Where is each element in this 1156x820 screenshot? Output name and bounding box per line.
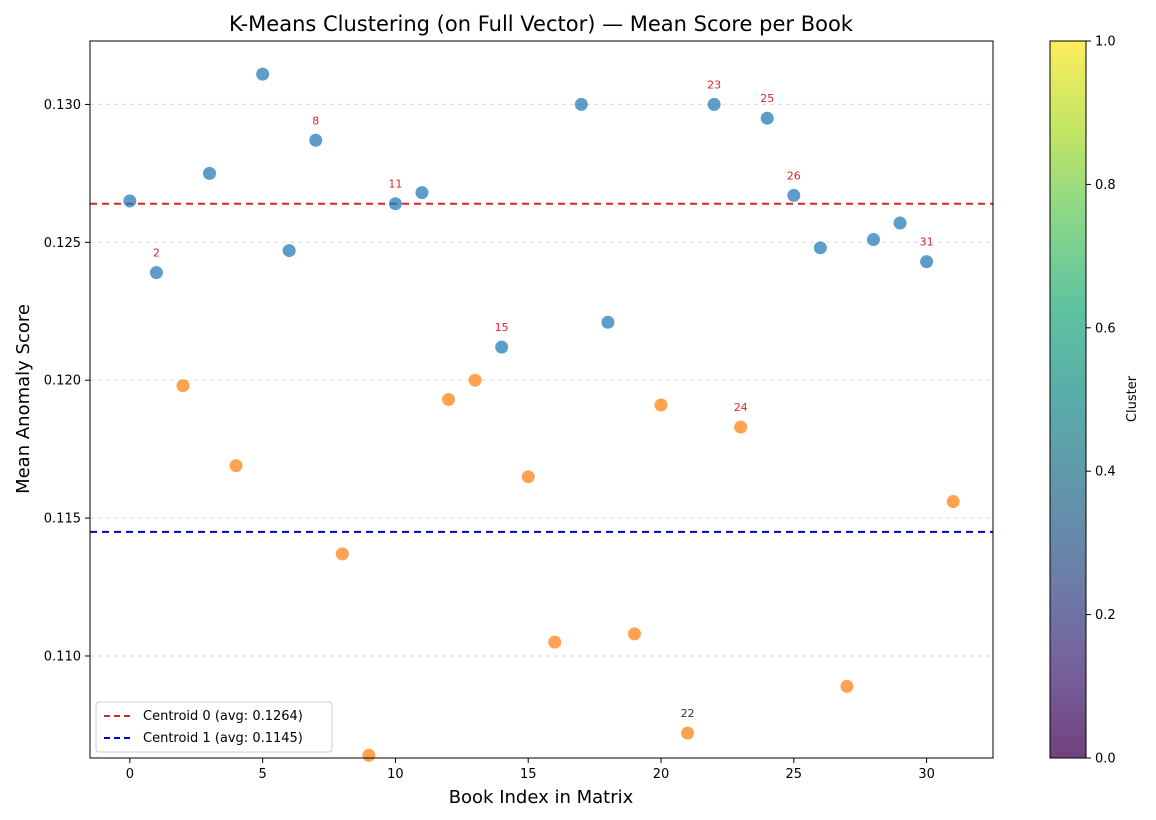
x-tick-label: 25	[786, 767, 803, 782]
chart-title: K-Means Clustering (on Full Vector) — Me…	[229, 12, 854, 36]
centroid-lines	[90, 202, 993, 533]
x-axis-ticks: 0 5 10 15 20 25 30	[126, 758, 935, 782]
point-cluster-1	[654, 398, 668, 412]
y-tick-label: 0.130	[44, 98, 81, 113]
colorbar-tick-label: 0.8	[1095, 178, 1116, 193]
point-cluster-1	[946, 495, 960, 509]
x-tick-label: 30	[918, 767, 935, 782]
point-annotation: 26	[787, 169, 801, 182]
y-axis-ticks: 0.110 0.115 0.120 0.125 0.130	[44, 98, 90, 664]
point-cluster-1	[627, 627, 641, 641]
point-cluster-0	[388, 197, 402, 211]
point-cluster-1	[442, 393, 456, 406]
point-cluster-0	[309, 133, 323, 147]
point-cluster-0	[123, 194, 137, 208]
point-annotation: 31	[920, 236, 934, 249]
point-annotation: 8	[312, 114, 319, 127]
point-annotation: 11	[388, 178, 402, 191]
point-cluster-1	[362, 748, 376, 762]
x-tick-label: 20	[653, 767, 670, 782]
colorbar: 0.0 0.2 0.4 0.6 0.8 1.0 Cluster	[1049, 35, 1140, 767]
point-cluster-1	[468, 373, 482, 387]
x-tick-label: 5	[258, 767, 266, 782]
grid-lines	[90, 103, 993, 657]
point-cluster-0	[282, 244, 296, 258]
point-cluster-0	[760, 111, 774, 125]
point-annotation: 15	[495, 321, 509, 334]
point-cluster-1	[681, 726, 695, 740]
plot-area-frame	[89, 40, 994, 759]
colorbar-tick-label: 0.0	[1095, 752, 1116, 767]
point-annotations: 2 8 11 15 23 25 26 31 24 22	[153, 78, 934, 720]
y-axis-label: Mean Anomaly Score	[13, 304, 34, 494]
colorbar-gradient	[1049, 40, 1087, 759]
y-tick-label: 0.125	[44, 236, 81, 251]
point-cluster-0	[574, 97, 588, 111]
point-cluster-1	[335, 547, 349, 561]
data-points	[123, 67, 960, 762]
point-cluster-1	[229, 459, 243, 473]
point-cluster-0	[601, 315, 615, 329]
point-cluster-0	[203, 166, 217, 180]
legend-label-centroid-1: Centroid 1 (avg: 0.1145)	[143, 731, 303, 746]
y-tick-label: 0.115	[44, 512, 81, 527]
point-cluster-0	[256, 67, 270, 81]
point-cluster-0	[813, 241, 827, 255]
y-tick-label: 0.120	[44, 374, 81, 389]
x-tick-label: 0	[126, 767, 134, 782]
point-cluster-0	[495, 340, 509, 354]
point-cluster-0	[893, 216, 907, 230]
colorbar-tick-label: 0.6	[1095, 321, 1116, 336]
colorbar-ticks: 0.0 0.2 0.4 0.6 0.8 1.0	[1086, 35, 1116, 767]
point-annotation: 24	[734, 401, 748, 414]
x-tick-label: 15	[520, 767, 537, 782]
colorbar-tick-label: 0.2	[1095, 608, 1116, 623]
point-cluster-1	[521, 470, 535, 484]
colorbar-tick-label: 1.0	[1095, 35, 1116, 50]
colorbar-label: Cluster	[1125, 375, 1140, 422]
point-cluster-0	[149, 266, 163, 280]
point-cluster-1	[734, 420, 748, 434]
colorbar-tick-label: 0.4	[1095, 465, 1116, 480]
legend-box	[95, 701, 333, 753]
point-cluster-0	[415, 186, 429, 200]
point-cluster-0	[707, 97, 721, 111]
x-axis-label: Book Index in Matrix	[449, 787, 634, 808]
x-tick-label: 10	[387, 767, 404, 782]
point-annotation: 22	[681, 707, 695, 720]
point-annotation: 2	[153, 247, 160, 260]
point-annotation: 23	[707, 78, 721, 91]
point-annotation: 25	[760, 92, 774, 105]
y-tick-label: 0.110	[44, 649, 81, 664]
point-cluster-0	[787, 188, 801, 202]
legend-label-centroid-0: Centroid 0 (avg: 0.1264)	[143, 709, 303, 724]
point-cluster-0	[920, 255, 934, 269]
point-cluster-1	[548, 635, 562, 649]
point-cluster-1	[176, 379, 190, 393]
point-cluster-1	[840, 679, 854, 693]
point-cluster-0	[866, 233, 880, 247]
legend: Centroid 0 (avg: 0.1264) Centroid 1 (avg…	[95, 701, 333, 753]
